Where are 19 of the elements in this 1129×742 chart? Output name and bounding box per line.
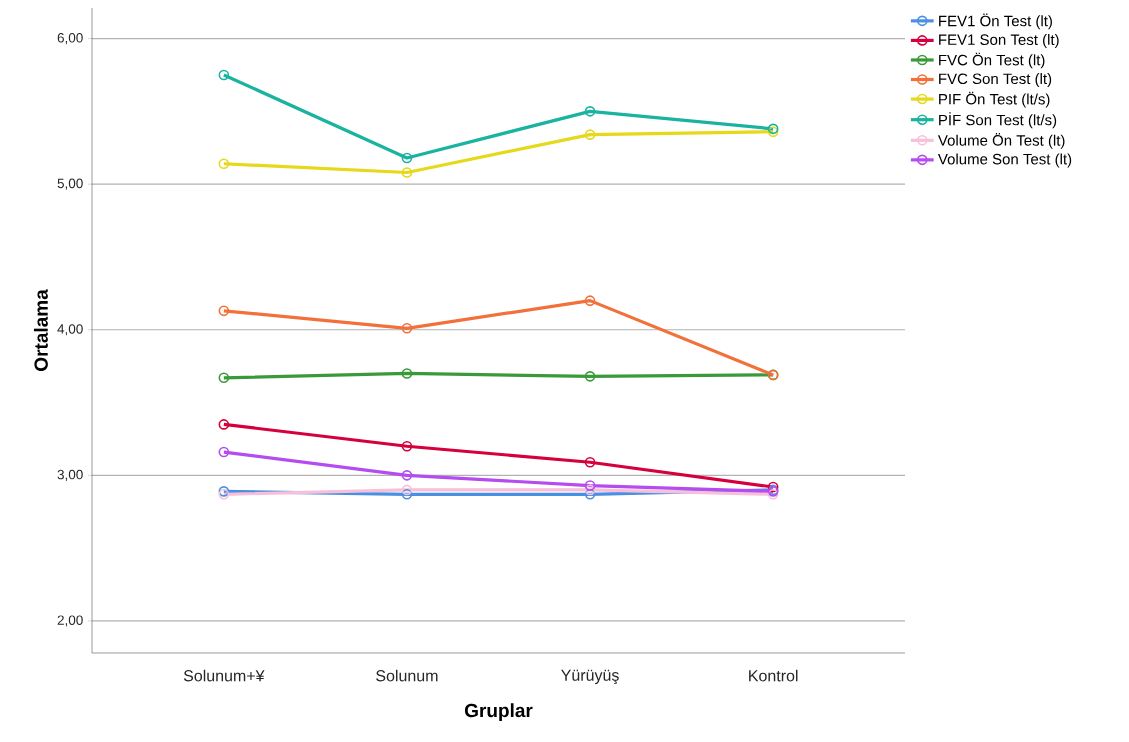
y-tick-label: 2,00: [57, 615, 83, 627]
y-axis-title: Ortalama: [33, 289, 48, 371]
x-tick-label: Kontrol: [749, 669, 798, 682]
legend-label: FEV1 Son Test (lt): [939, 33, 1059, 48]
legend-label: FVC Son Test (lt): [939, 73, 1052, 88]
x-tick-label: Solunum: [376, 669, 438, 682]
legend-label: Volume Son Test (lt): [937, 153, 1072, 168]
legend-label: PIF Ön Test (lt/s): [939, 91, 1050, 108]
y-tick-label: 6,00: [57, 33, 83, 45]
x-tick-label: Yürüyüş: [561, 669, 619, 685]
legend-label: Volume Ön Test (lt): [937, 133, 1065, 149]
legend-label: FVC Ön Test (lt): [939, 52, 1045, 69]
y-tick-label: 4,00: [57, 324, 83, 336]
y-tick-label: 3,00: [57, 469, 83, 481]
x-axis-title: Gruplar: [464, 703, 533, 721]
legend-label: PİF Son Test (lt/s): [939, 112, 1057, 129]
y-tick-label: 5,00: [57, 178, 83, 190]
x-tick-label: Solunum+¥: [183, 669, 265, 682]
legend-label: FEV1 Ön Test (lt): [939, 13, 1052, 30]
